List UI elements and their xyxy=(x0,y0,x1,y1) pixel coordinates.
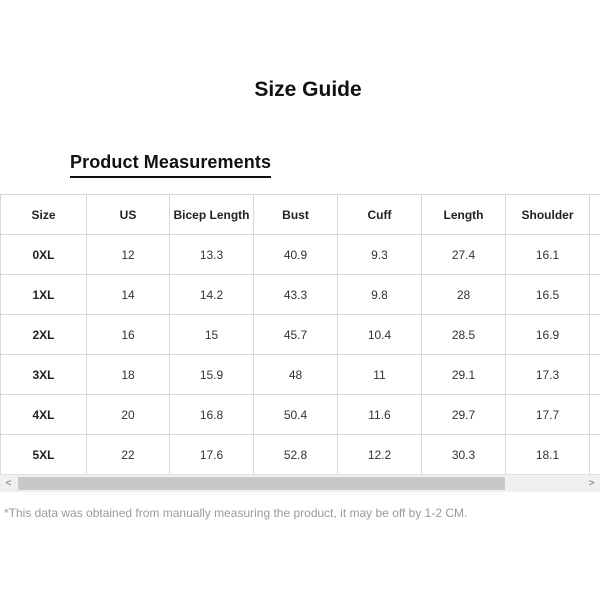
size-cell: 0XL xyxy=(0,234,87,275)
horizontal-scrollbar[interactable]: < > xyxy=(0,474,600,492)
measurement-cell: 16 xyxy=(86,314,170,355)
column-header: Length xyxy=(421,194,506,235)
measurement-cell: 28 xyxy=(421,274,506,315)
measurement-cell: 15.9 xyxy=(169,354,254,395)
measurement-cell: 11 xyxy=(337,354,422,395)
column-header: S xyxy=(589,194,600,235)
measurement-cell: 13.3 xyxy=(169,234,254,275)
measurement-cell: 16.5 xyxy=(505,274,590,315)
measurement-cell: 14 xyxy=(86,274,170,315)
measurement-cell: 11.6 xyxy=(337,394,422,435)
size-cell: 3XL xyxy=(0,354,87,395)
section-title: Product Measurements xyxy=(70,152,272,178)
measurement-cell: 28.5 xyxy=(421,314,506,355)
measurement-cell: 48 xyxy=(253,354,338,395)
measurement-cell: 17.3 xyxy=(505,354,590,395)
measurement-cell: 30.3 xyxy=(421,434,506,474)
table-row: 3XL 18 15.9 48 11 29.1 17.3 xyxy=(0,354,600,395)
measurement-cell xyxy=(589,354,600,395)
measurement-cell: 17.7 xyxy=(505,394,590,435)
measurement-note: *This data was obtained from manually me… xyxy=(4,506,468,520)
table-row: 4XL 20 16.8 50.4 11.6 29.7 17.7 xyxy=(0,394,600,435)
measurement-cell: 22 xyxy=(86,434,170,474)
measurement-cell xyxy=(589,314,600,355)
measurement-cell: 12 xyxy=(86,234,170,275)
measurement-cell: 18.1 xyxy=(505,434,590,474)
measurement-cell: 12.2 xyxy=(337,434,422,474)
measurement-cell: 14.2 xyxy=(169,274,254,315)
column-header: Cuff xyxy=(337,194,422,235)
table-row: 1XL 14 14.2 43.3 9.8 28 16.5 xyxy=(0,274,600,315)
measurement-cell: 16.8 xyxy=(169,394,254,435)
table-row: 2XL 16 15 45.7 10.4 28.5 16.9 xyxy=(0,314,600,355)
measurement-cell: 40.9 xyxy=(253,234,338,275)
table-header-row: Size US Bicep Length Bust Cuff Length Shoulder… xyxy=(0,194,600,235)
measurement-cell: 29.7 xyxy=(421,394,506,435)
measurement-cell xyxy=(589,434,600,474)
size-table: Size US Bicep Length Bust Cuff Length Shoulder… xyxy=(0,194,600,474)
column-header: Shoulder xyxy=(505,194,590,235)
measurement-cell: 15 xyxy=(169,314,254,355)
measurement-cell xyxy=(589,274,600,315)
measurement-cell: 20 xyxy=(86,394,170,435)
scrollbar-thumb[interactable] xyxy=(18,477,505,490)
size-cell: 2XL xyxy=(0,314,87,355)
measurement-cell xyxy=(589,234,600,275)
measurement-cell: 18 xyxy=(86,354,170,395)
column-header: US xyxy=(86,194,170,235)
measurement-cell: 50.4 xyxy=(253,394,338,435)
table-row: 5XL 22 17.6 52.8 12.2 30.3 18.1 xyxy=(0,434,600,474)
arrow-right-icon[interactable]: > xyxy=(588,478,595,489)
column-header: Size xyxy=(0,194,87,235)
measurement-cell: 10.4 xyxy=(337,314,422,355)
measurement-cell: 17.6 xyxy=(169,434,254,474)
measurement-cell: 27.4 xyxy=(421,234,506,275)
column-header: Bicep Length xyxy=(169,194,254,235)
measurement-cell: 29.1 xyxy=(421,354,506,395)
measurement-cell: 16.1 xyxy=(505,234,590,275)
size-cell: 1XL xyxy=(0,274,87,315)
size-table-viewport[interactable]: Size US Bicep Length Bust Cuff Length Shoulder… xyxy=(0,194,600,474)
arrow-left-icon[interactable]: < xyxy=(5,478,12,489)
measurement-cell: 52.8 xyxy=(253,434,338,474)
measurement-cell: 9.3 xyxy=(337,234,422,275)
size-cell: 5XL xyxy=(0,434,87,474)
table-row: 0XL 12 13.3 40.9 9.3 27.4 16.1 xyxy=(0,234,600,275)
measurement-cell xyxy=(589,394,600,435)
measurement-cell: 16.9 xyxy=(505,314,590,355)
page-title: Size Guide xyxy=(254,78,362,101)
size-cell: 4XL xyxy=(0,394,87,435)
measurement-cell: 43.3 xyxy=(253,274,338,315)
column-header: Bust xyxy=(253,194,338,235)
measurement-cell: 9.8 xyxy=(337,274,422,315)
measurement-cell: 45.7 xyxy=(253,314,338,355)
